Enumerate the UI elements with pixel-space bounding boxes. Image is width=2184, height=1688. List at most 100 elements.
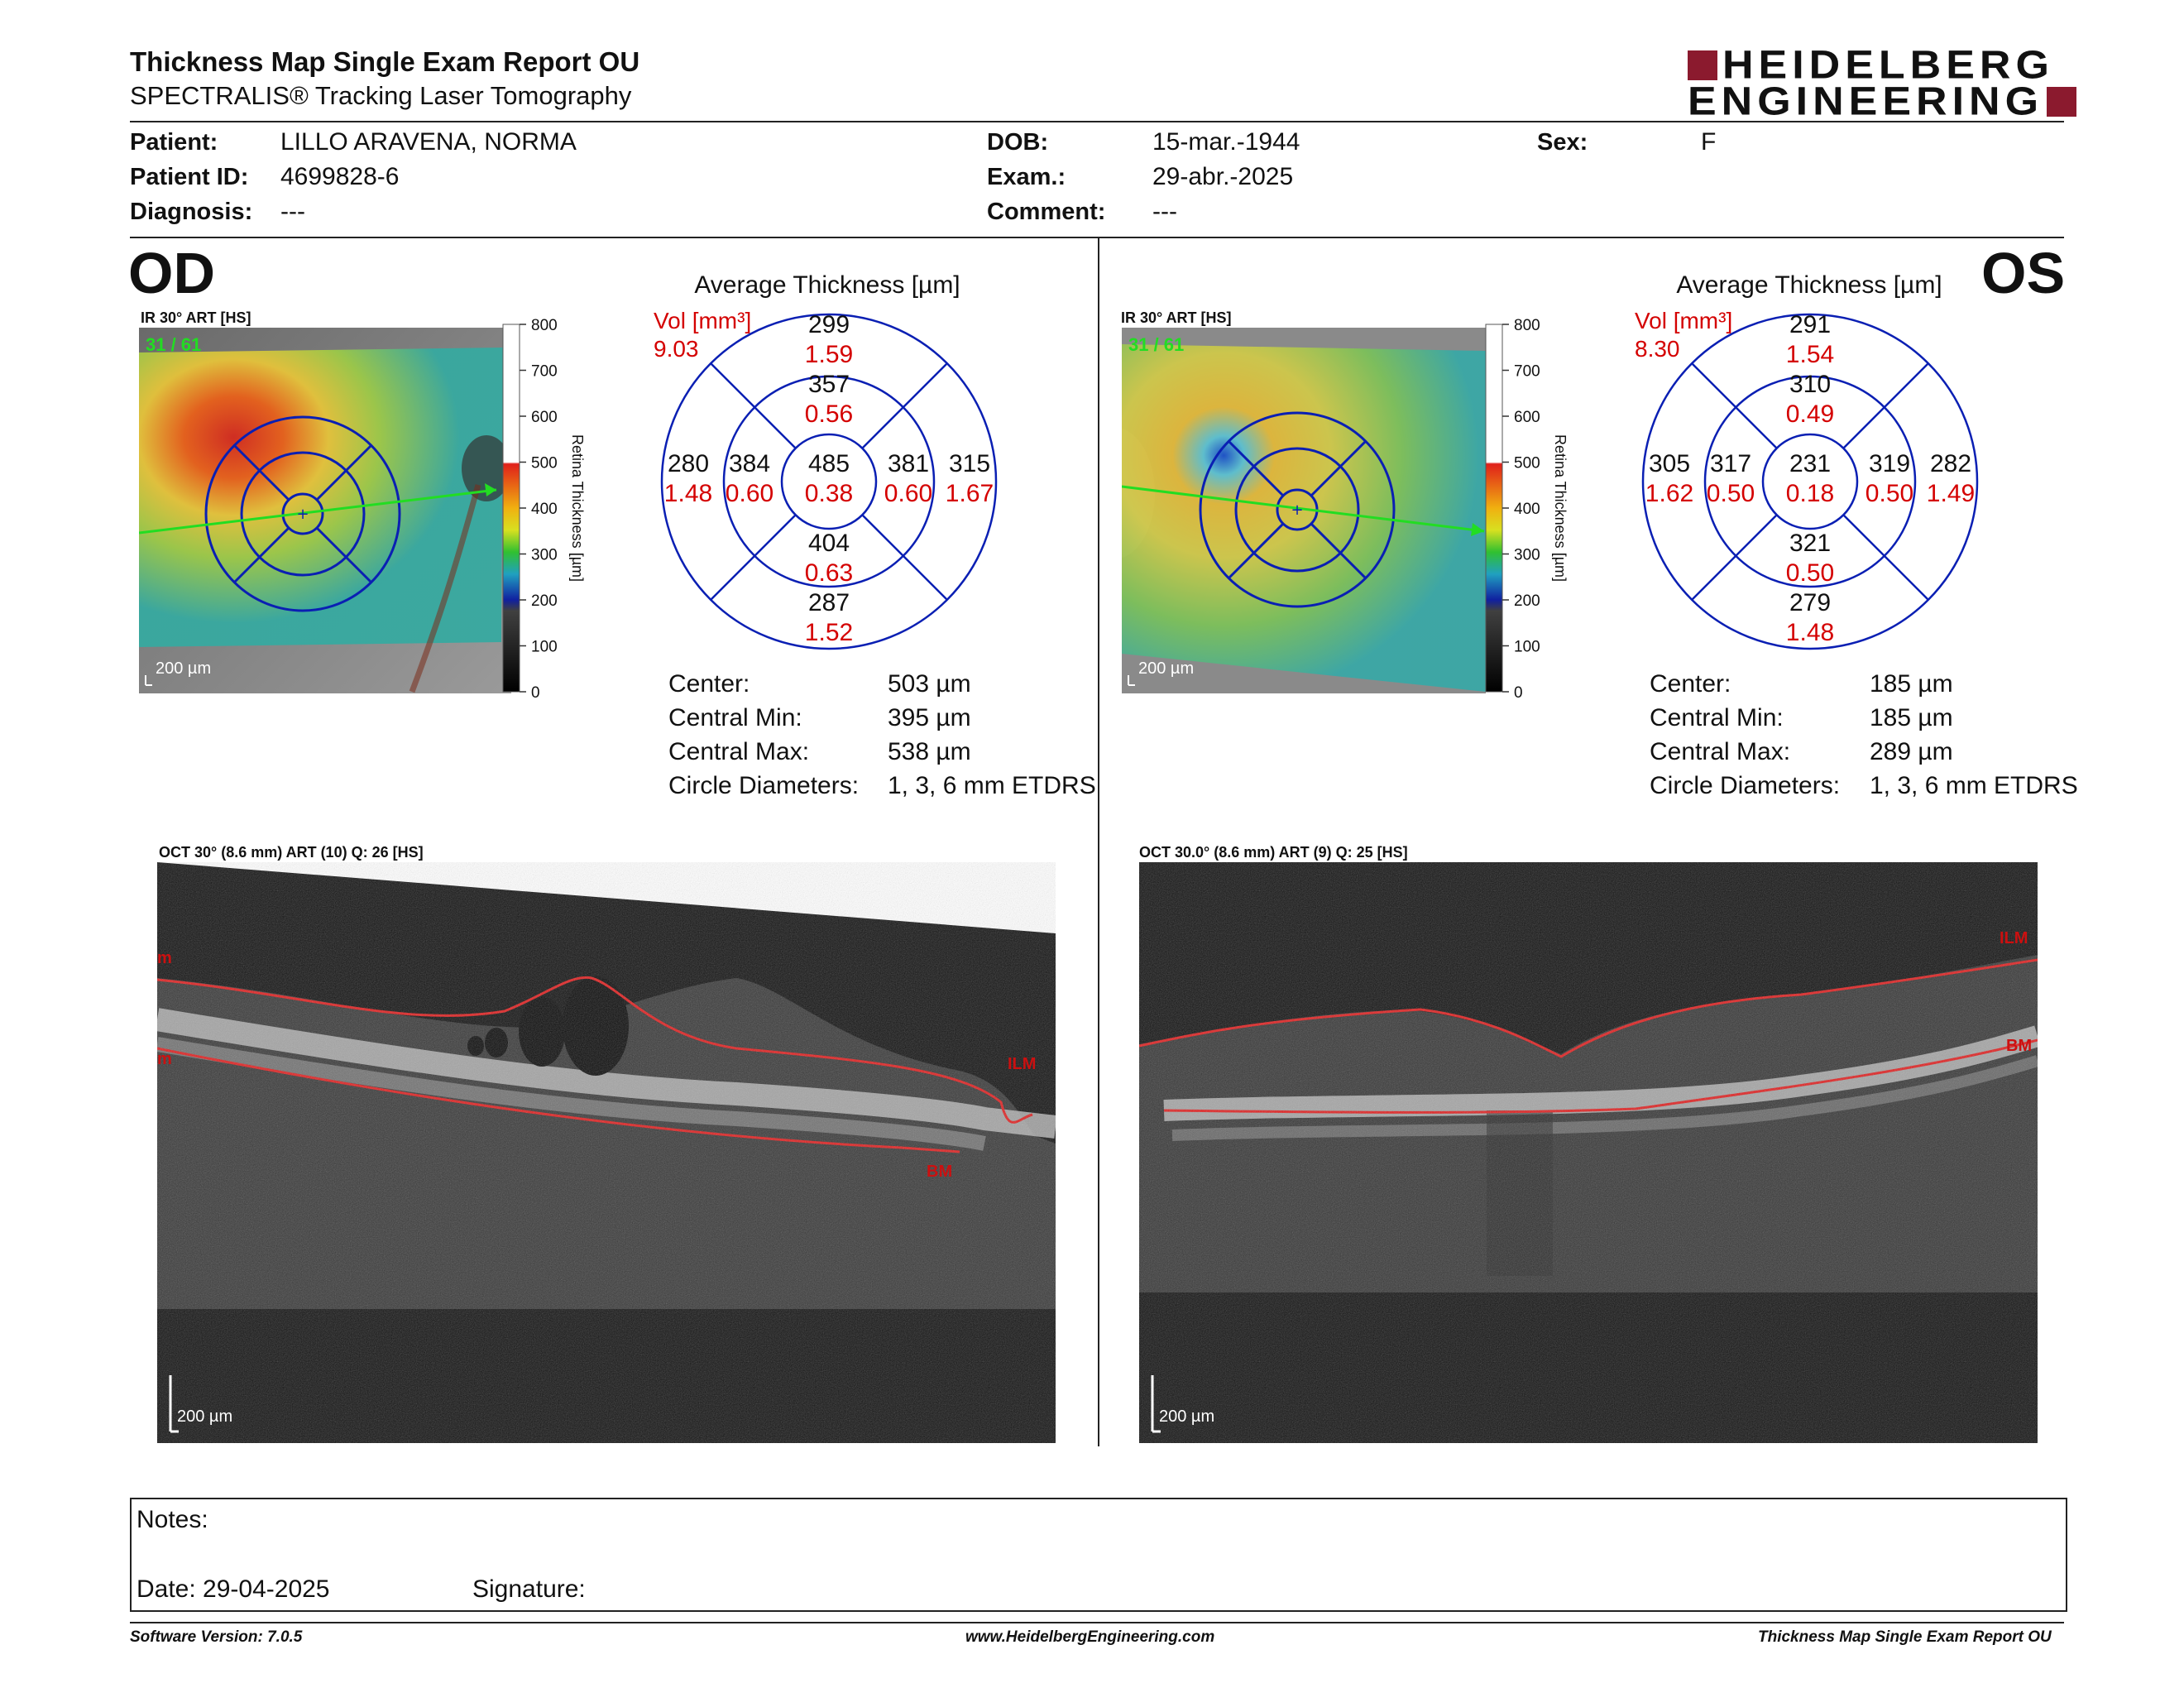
colorbar-tick-label: 300 (1514, 547, 1540, 564)
os-vol-value: 8.30 (1635, 336, 1680, 362)
colorbar-tick-label: 300 (531, 547, 558, 564)
od-etdrs-grid (660, 313, 998, 650)
os-inf-inner: 321 (1789, 530, 1832, 557)
od-sup-inner: 357 (807, 371, 850, 398)
diagnosis-value: --- (280, 198, 305, 225)
od-oct-scale: 200 µm (177, 1407, 232, 1426)
patient-id-label: Patient ID: (130, 164, 249, 190)
od-nas-inner: 381 (887, 450, 930, 477)
os-ir-label: IR 30° ART [HS] (1121, 309, 1232, 326)
od-min-value: 395 µm (888, 704, 971, 731)
logo-square-icon (2047, 87, 2077, 117)
od-grid-values: 299 1.59 357 0.56 280 1.48 384 0.60 485 … (659, 311, 999, 652)
od-bm-label: BM (927, 1163, 952, 1181)
od-oct-bscan: m m ILM BM 200 µm (157, 862, 1056, 1443)
svg-text:+: + (1291, 501, 1303, 519)
os-frame-label: 31 / 61 (1128, 334, 1184, 355)
patient-id-value: 4699828-6 (280, 163, 400, 190)
os-grid-values: 291 1.54 310 0.49 305 1.62 317 0.50 231 … (1640, 311, 1980, 652)
od-temp-outer-vol: 1.48 (663, 480, 713, 507)
od-bm-edge: m (157, 1050, 172, 1068)
od-nas-outer-vol: 1.67 (945, 480, 994, 507)
od-colorbar: 800 700 600 500 400 300 200 100 0 Retina Thickne… (502, 317, 586, 700)
os-colorbar-label: Retina Thickness [µm] (1552, 434, 1569, 582)
od-circ-value: 1, 3, 6 mm ETDRS (888, 772, 1096, 799)
logo-line-2: ENGINEERING (1688, 79, 2044, 124)
od-nas-outer: 315 (948, 450, 991, 477)
footer-software: Software Version: 7.0.5 (130, 1628, 303, 1646)
dob-value: 15-mar.-1944 (1152, 128, 1300, 156)
od-avg-title: Average Thickness [µm] (694, 271, 960, 299)
os-max-label: Central Max: (1650, 738, 1791, 765)
od-temp-outer: 280 (667, 450, 710, 477)
os-bm-label: BM (2006, 1037, 2032, 1055)
os-etdrs-grid (1641, 313, 1979, 650)
os-oct-bscan: ILM BM 200 µm (1139, 862, 2038, 1443)
colorbar-tick-label: 200 (1514, 592, 1540, 610)
colorbar-tick-label: 100 (1514, 639, 1540, 656)
od-inf-outer-vol: 1.52 (804, 619, 854, 646)
os-max-value: 289 µm (1870, 738, 1953, 765)
od-temp-inner-vol: 0.60 (725, 480, 774, 507)
os-eye-label: OS (1981, 241, 2066, 305)
notes-box: Notes: Date: 29-04-2025 Signature: (130, 1498, 2067, 1612)
colorbar-tick-label: 700 (531, 363, 558, 381)
os-avg-title: Average Thickness [µm] (1676, 271, 1942, 299)
od-center: 485 (807, 450, 850, 477)
colorbar-tick-label: 200 (531, 592, 558, 610)
os-temp-inner-vol: 0.50 (1706, 480, 1755, 507)
os-center-label: Center: (1650, 670, 1731, 698)
od-center-label: Center: (668, 670, 750, 698)
patient-name: LILLO ARAVENA, NORMA (280, 128, 577, 156)
patient-divider (130, 237, 2064, 238)
os-sup-inner-vol: 0.49 (1785, 400, 1835, 428)
colorbar-tick-label: 600 (531, 409, 558, 426)
colorbar-tick-label: 400 (531, 501, 558, 518)
od-frame-label: 31 / 61 (146, 334, 201, 355)
os-vol-label: Vol [mm³] (1635, 308, 1733, 333)
footer-divider (130, 1622, 2064, 1623)
od-sup-inner-vol: 0.56 (804, 400, 854, 428)
colorbar-tick-label: 800 (1514, 317, 1540, 334)
os-min-value: 185 µm (1870, 704, 1953, 731)
od-ilm-edge: m (157, 949, 172, 967)
colorbar-tick-label: 600 (1514, 409, 1540, 426)
colorbar-tick-label: 500 (531, 455, 558, 472)
report-title: Thickness Map Single Exam Report OU (130, 46, 640, 77)
od-sup-outer: 299 (807, 311, 850, 338)
footer-website[interactable]: www.HeidelbergEngineering.com (965, 1628, 1215, 1646)
logo-bottom-row: ENGINEERING (1688, 79, 2077, 124)
os-thickness-map: + 31 / 61 200 µm (1122, 328, 1486, 693)
notes-label: Notes: (136, 1506, 208, 1533)
os-temp-inner: 317 (1709, 450, 1752, 477)
od-circ-label: Circle Diameters: (668, 772, 860, 799)
od-center-value: 503 µm (888, 670, 971, 698)
od-vol-value: 9.03 (654, 336, 699, 362)
os-nas-inner: 319 (1868, 450, 1911, 477)
os-min-label: Central Min: (1650, 704, 1784, 731)
os-map-scale: 200 µm (1138, 659, 1194, 678)
od-inf-outer: 287 (807, 589, 850, 616)
colorbar-tick-label: 400 (1514, 501, 1540, 518)
od-nas-inner-vol: 0.60 (884, 480, 933, 507)
exam-value: 29-abr.-2025 (1152, 163, 1294, 190)
os-sup-inner: 310 (1789, 371, 1832, 398)
comment-value: --- (1152, 198, 1177, 225)
os-oct-scale: 200 µm (1159, 1407, 1214, 1426)
od-ir-label: IR 30° ART [HS] (141, 309, 251, 326)
exam-label: Exam.: (987, 164, 1066, 190)
header-divider (130, 121, 2064, 122)
dob-label: DOB: (987, 129, 1049, 156)
eye-divider (1098, 238, 1099, 1446)
colorbar-tick-label: 800 (531, 317, 558, 334)
os-oct-label: OCT 30.0° (8.6 mm) ART (9) Q: 25 [HS] (1139, 844, 1408, 861)
od-oct-label: OCT 30° (8.6 mm) ART (10) Q: 26 [HS] (159, 844, 424, 861)
od-map-scale: 200 µm (156, 659, 211, 678)
od-max-label: Central Max: (668, 738, 810, 765)
od-min-label: Central Min: (668, 704, 802, 731)
notes-signature: Signature: (472, 1575, 586, 1603)
logo-square-icon (1688, 50, 1717, 80)
comment-label: Comment: (987, 199, 1106, 225)
os-inf-outer: 279 (1789, 589, 1832, 616)
patient-label: Patient: (130, 129, 218, 156)
